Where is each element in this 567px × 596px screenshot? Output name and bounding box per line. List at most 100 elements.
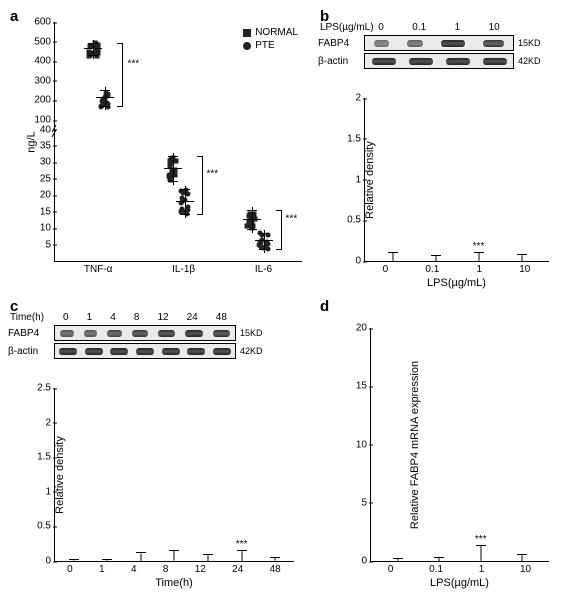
- significance-marker: ***: [207, 169, 219, 180]
- legend-label-pte: PTE: [255, 40, 274, 51]
- panel-b-xtitle: LPS(µg/mL): [364, 275, 549, 289]
- xlabel: 10: [520, 564, 531, 575]
- xlabel: 1: [479, 564, 485, 575]
- lane-label: 12: [157, 312, 168, 323]
- blot-band: [213, 330, 230, 337]
- panel-d-xlabels: 0 0.1 1 10: [370, 562, 549, 575]
- blot-band: [162, 348, 180, 355]
- panel-a-xlabels: TNF-α IL-1β IL-6: [54, 262, 302, 275]
- panel-b-header-label: LPS(µg/mL): [320, 22, 374, 33]
- panel-c-chart: Relative density *** 00.511.522.5: [54, 388, 294, 562]
- panel-b-blot: FABP4 15KD β-actin 42KD: [318, 35, 563, 69]
- panel-c-xtitle: Time(h): [54, 575, 294, 589]
- panel-d: d Relative FABP4 mRNA expression *** 051…: [318, 298, 563, 588]
- figure: a ng/L NORMAL PTE 5101520253035401002003…: [8, 8, 559, 588]
- blot-band: [110, 348, 128, 355]
- xlabel: 0.1: [425, 264, 439, 275]
- blot-band: [446, 58, 470, 65]
- xlabel: 0: [383, 264, 389, 275]
- ytick: 1.5: [347, 133, 365, 144]
- lane-label: 8: [134, 312, 140, 323]
- panel-b-lane-header: LPS(µg/mL) 0 0.1 1 10: [364, 22, 514, 33]
- blot-band: [407, 40, 423, 47]
- western-blot-gel: [364, 53, 514, 69]
- xlabel: 8: [163, 564, 169, 575]
- panel-b-bars: ***: [365, 98, 549, 261]
- legend-square-icon: [243, 29, 251, 37]
- xlabel: 1: [476, 264, 482, 275]
- lane-label: 0: [378, 22, 384, 33]
- blot-label: FABP4: [8, 328, 50, 339]
- ytick: 20: [356, 323, 371, 334]
- blot-band: [85, 348, 103, 355]
- xlabel: IL-6: [255, 264, 272, 275]
- lane-label: 0.1: [412, 22, 426, 33]
- xlabel: TNF-α: [84, 264, 113, 275]
- panel-c-bars: ***: [55, 388, 294, 561]
- lane-label: 1: [87, 312, 93, 323]
- ytick: 0.5: [347, 215, 365, 226]
- lane-label: 0: [63, 312, 69, 323]
- kd-label: 42KD: [518, 56, 541, 66]
- blot-label: β-actin: [318, 56, 360, 67]
- xlabel: 0: [388, 564, 394, 575]
- western-blot-gel: [364, 35, 514, 51]
- blot-band: [185, 330, 203, 337]
- blot-band: [158, 330, 175, 337]
- ytick: 1: [45, 486, 55, 497]
- xlabel: 4: [131, 564, 137, 575]
- ytick: 5: [361, 497, 371, 508]
- western-blot-gel: [54, 343, 236, 359]
- blot-band: [187, 348, 205, 355]
- blot-band: [374, 40, 389, 47]
- legend-circle-icon: [243, 42, 251, 50]
- ytick: 2: [355, 93, 365, 104]
- blot-band: [107, 330, 122, 337]
- kd-label: 15KD: [240, 328, 263, 338]
- significance-marker: ***: [473, 241, 485, 252]
- ytick: 2.5: [37, 383, 55, 394]
- blot-band: [372, 58, 396, 65]
- xlabel: 1: [99, 564, 105, 575]
- blot-band: [132, 330, 148, 337]
- xlabel: 12: [195, 564, 206, 575]
- ytick: 0: [355, 256, 365, 267]
- panel-b: b LPS(µg/mL) 0 0.1 1 10 FABP415KDβ-actin…: [318, 8, 563, 288]
- panel-b-chart: Relative density *** 00.511.52: [364, 98, 549, 262]
- panel-c: c Time(h) 0 1 4 8 12 24 48 FABP415KDβ-ac…: [8, 298, 308, 588]
- xlabel: 0.1: [429, 564, 443, 575]
- legend-label-normal: NORMAL: [255, 27, 298, 38]
- blot-band: [213, 348, 231, 355]
- ytick: 0: [45, 556, 55, 567]
- lane-label: 1: [455, 22, 461, 33]
- ytick: 15: [356, 381, 371, 392]
- panel-a-chart: ng/L NORMAL PTE 510152025303540100200300…: [54, 22, 302, 262]
- blot-band: [409, 58, 433, 65]
- kd-label: 42KD: [240, 346, 263, 356]
- panel-b-xlabels: 0 0.1 1 10: [364, 262, 549, 275]
- lane-label: 24: [187, 312, 198, 323]
- xlabel: 10: [519, 264, 530, 275]
- blot-label: β-actin: [8, 346, 50, 357]
- blot-band: [441, 40, 465, 47]
- panel-a: a ng/L NORMAL PTE 5101520253035401002003…: [8, 8, 308, 288]
- panel-c-lane-header: Time(h) 0 1 4 8 12 24 48: [54, 312, 236, 323]
- blot-band: [136, 348, 154, 355]
- lane-label: 10: [489, 22, 500, 33]
- blot-band: [84, 330, 98, 337]
- significance-marker: ***: [127, 58, 139, 69]
- significance-marker: ***: [236, 539, 248, 550]
- xlabel: IL-1β: [172, 264, 195, 275]
- significance-marker: ***: [475, 534, 487, 545]
- blot-band: [483, 40, 505, 47]
- significance-marker: ***: [286, 213, 298, 224]
- panel-c-blot: FABP4 15KD β-actin 42KD: [8, 325, 308, 359]
- kd-label: 15KD: [518, 38, 541, 48]
- panel-c-header-label: Time(h): [10, 312, 44, 323]
- blot-band: [60, 330, 74, 337]
- blot-label: FABP4: [318, 38, 360, 49]
- panel-d-bars: ***: [371, 328, 549, 561]
- lane-label: 4: [110, 312, 116, 323]
- ytick: 0.5: [37, 521, 55, 532]
- xlabel: 48: [270, 564, 281, 575]
